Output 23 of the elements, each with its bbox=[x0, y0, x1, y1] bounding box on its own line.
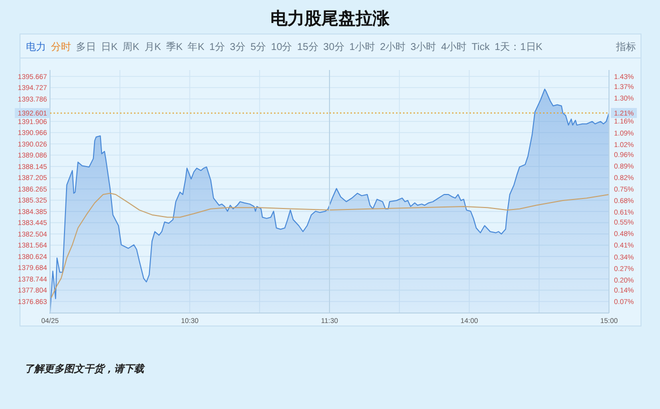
toolbar-label: 日K bbox=[101, 42, 118, 53]
toolbar-label: 多日 bbox=[76, 42, 96, 53]
toolbar-label: 2小时 bbox=[380, 42, 406, 53]
toolbar-label: Tick bbox=[472, 42, 490, 53]
chart-title: 电力股尾盘拉涨 bbox=[270, 9, 390, 28]
toolbar-label: 1天：1日K bbox=[494, 42, 542, 53]
toolbar-label: 季K bbox=[166, 42, 183, 53]
toolbar-label: 1小时 bbox=[349, 42, 375, 53]
toolbar-label: 指标 bbox=[616, 42, 636, 53]
toolbar-label: 3分 bbox=[230, 42, 246, 53]
toolbar-label: 15分 bbox=[297, 42, 318, 53]
toolbar-label: 分时 bbox=[51, 42, 71, 53]
toolbar-label: 月K bbox=[144, 42, 162, 53]
toolbar-label: 电力 bbox=[26, 42, 46, 53]
footer-note: 了解更多图文干货，请下载 bbox=[24, 364, 144, 375]
toolbar-label: 1分 bbox=[209, 42, 225, 53]
toolbar-label: 10分 bbox=[271, 42, 292, 53]
toolbar-label: 30分 bbox=[323, 42, 344, 53]
toolbar-label: 周K bbox=[122, 42, 140, 53]
toolbar-label: 3小时 bbox=[410, 42, 436, 53]
toolbar-label: 5分 bbox=[250, 42, 266, 53]
toolbar-label: 4小时 bbox=[441, 42, 467, 53]
toolbar-label: 年K bbox=[188, 42, 204, 53]
